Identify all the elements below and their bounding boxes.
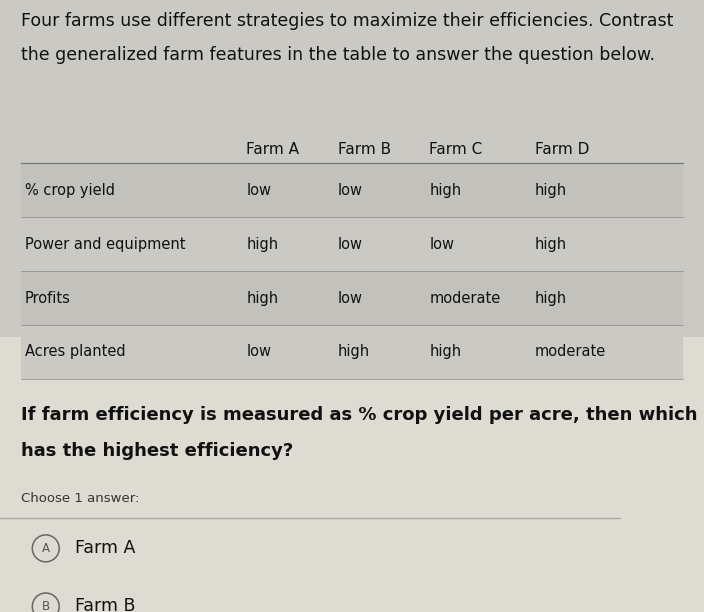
Text: Farm B: Farm B (338, 142, 391, 157)
Text: Four farms use different strategies to maximize their efficiencies. Contrast: Four farms use different strategies to m… (21, 12, 674, 30)
FancyBboxPatch shape (21, 271, 683, 325)
Text: high: high (535, 183, 567, 198)
Text: high: high (535, 237, 567, 252)
Text: Farm B: Farm B (75, 597, 135, 612)
FancyBboxPatch shape (21, 163, 683, 217)
Text: has the highest efficiency?: has the highest efficiency? (21, 442, 294, 460)
Text: low: low (429, 237, 455, 252)
Text: low: low (338, 291, 363, 305)
Text: moderate: moderate (535, 345, 606, 359)
Text: Acres planted: Acres planted (25, 345, 125, 359)
Text: moderate: moderate (429, 291, 501, 305)
FancyBboxPatch shape (21, 217, 683, 271)
Text: low: low (338, 183, 363, 198)
FancyBboxPatch shape (0, 337, 704, 612)
Text: high: high (246, 237, 279, 252)
FancyBboxPatch shape (21, 325, 683, 379)
Text: high: high (246, 291, 279, 305)
Text: the generalized farm features in the table to answer the question below.: the generalized farm features in the tab… (21, 46, 655, 64)
Text: high: high (535, 291, 567, 305)
Text: low: low (338, 237, 363, 252)
Text: low: low (246, 345, 272, 359)
Text: B: B (42, 600, 50, 612)
Text: Profits: Profits (25, 291, 70, 305)
Text: Farm A: Farm A (246, 142, 299, 157)
Text: If farm efficiency is measured as % crop yield per acre, then which farm: If farm efficiency is measured as % crop… (21, 406, 704, 424)
Text: Choose 1 answer:: Choose 1 answer: (21, 492, 139, 505)
Text: low: low (246, 183, 272, 198)
Text: Farm D: Farm D (535, 142, 589, 157)
Text: % crop yield: % crop yield (25, 183, 115, 198)
Text: A: A (42, 542, 50, 555)
Text: high: high (429, 183, 462, 198)
Text: Farm A: Farm A (75, 539, 135, 558)
Text: high: high (429, 345, 462, 359)
Text: Farm C: Farm C (429, 142, 483, 157)
Text: Power and equipment: Power and equipment (25, 237, 185, 252)
Text: high: high (338, 345, 370, 359)
